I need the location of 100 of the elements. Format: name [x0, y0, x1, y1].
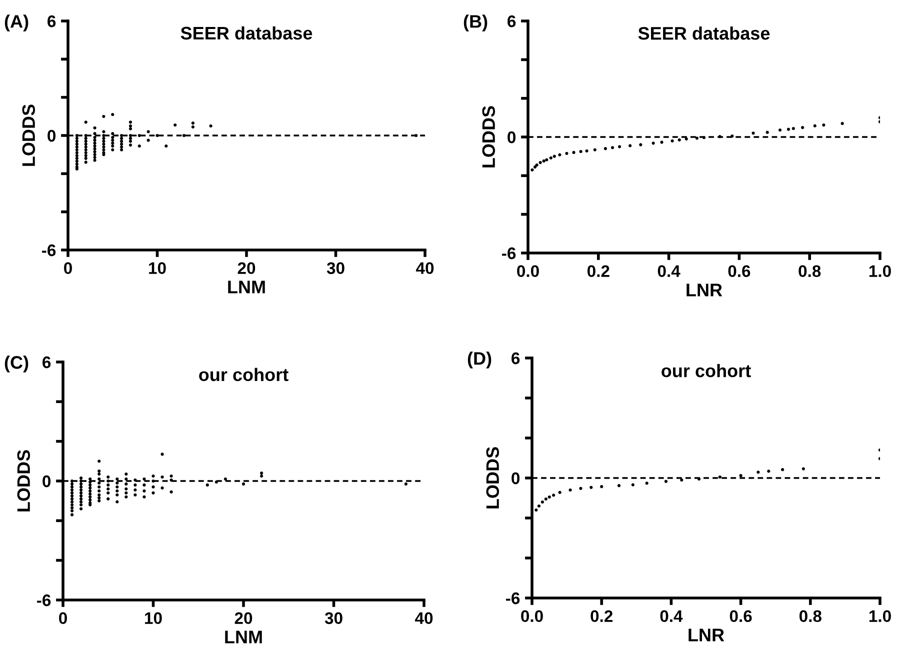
point: [538, 160, 542, 164]
point: [702, 136, 706, 140]
x-axis-title: LNR: [686, 284, 722, 296]
y-tick-label: -6: [37, 594, 51, 606]
point: [549, 156, 552, 160]
y-tick-label: 0: [512, 472, 520, 484]
point: [565, 152, 568, 155]
point: [767, 470, 770, 473]
chart-title: our cohort: [199, 368, 288, 382]
point: [652, 142, 655, 145]
y-axis-title: LODDS: [17, 450, 30, 512]
point: [718, 135, 722, 138]
y-axis-title: LODDS: [22, 104, 36, 166]
point: [822, 123, 826, 127]
point: [585, 149, 588, 152]
y-tick-label: 6: [508, 15, 516, 28]
text: (B): [464, 14, 488, 32]
point: [752, 132, 755, 135]
point: [600, 485, 604, 488]
point: [579, 486, 582, 490]
x-axis-title: LNM: [225, 630, 262, 644]
point: [579, 150, 582, 154]
point: [718, 475, 722, 479]
point: [590, 486, 593, 489]
point: [802, 467, 805, 470]
y-axis-title: LODDS: [486, 447, 500, 508]
y-axis-title: LODDS: [482, 106, 496, 168]
point: [664, 480, 668, 483]
y-tick-label: 0: [42, 475, 51, 488]
point: [535, 163, 538, 167]
point: [533, 165, 537, 169]
y-tick-label: 0: [508, 131, 516, 144]
point: [680, 478, 684, 482]
x-tick-label: 0.2: [590, 610, 613, 622]
point: [542, 159, 546, 163]
x-tick-label: 40: [416, 262, 434, 274]
point: [684, 137, 688, 140]
point: [766, 130, 769, 134]
point: [558, 490, 562, 494]
x-tick-label: 0.6: [728, 265, 750, 278]
point: [678, 138, 681, 142]
x-tick-label: 10: [149, 262, 166, 274]
x-tick-label: 20: [234, 612, 252, 624]
y-tick-label: -6: [506, 592, 520, 604]
x-tick-label: 1.0: [869, 265, 891, 278]
x-tick-label: 30: [324, 612, 342, 624]
point: [545, 158, 548, 162]
x-tick-label: 0: [64, 262, 72, 274]
point: [618, 145, 622, 148]
y-tick-label: 6: [48, 15, 56, 28]
point: [593, 148, 596, 152]
point: [840, 122, 844, 126]
x-axis-title: LNM: [228, 280, 265, 294]
x-tick-label: 0.0: [521, 610, 543, 622]
point: [660, 140, 664, 144]
point: [617, 484, 621, 488]
y-tick-label: 0: [48, 130, 56, 142]
chart-title: SEER database: [180, 26, 312, 40]
point: [552, 494, 556, 497]
x-tick-label: 40: [414, 612, 433, 624]
point: [697, 477, 701, 481]
x-tick-label: 10: [145, 612, 162, 624]
y-tick-label: 6: [42, 356, 51, 368]
x-tick-label: 0.4: [660, 610, 683, 622]
x-tick-label: 20: [238, 262, 256, 274]
chart-title: SEER database: [638, 26, 770, 40]
point: [639, 143, 642, 146]
point: [801, 126, 804, 130]
point: [631, 483, 634, 486]
point: [628, 144, 632, 148]
x-tick-label: 0.4: [658, 265, 680, 278]
point: [813, 124, 816, 128]
x-axis-title: LNR: [688, 628, 724, 642]
point: [540, 500, 544, 504]
point: [739, 474, 742, 478]
point: [756, 470, 760, 474]
point: [544, 497, 548, 501]
point: [534, 508, 538, 512]
text: (D): [468, 352, 492, 368]
point: [530, 168, 534, 172]
point: [786, 128, 790, 131]
x-tick-label: 0.8: [798, 265, 821, 278]
point: [670, 139, 674, 142]
point: [695, 136, 699, 140]
x-tick-label: 0.0: [517, 265, 539, 278]
point: [781, 468, 784, 472]
point: [552, 154, 556, 158]
point: [568, 488, 572, 492]
point: [730, 134, 734, 138]
y-tick-label: -6: [42, 244, 56, 256]
point: [645, 482, 648, 485]
text: (A): [4, 14, 28, 32]
chart-title: our cohort: [662, 364, 751, 378]
point: [537, 504, 541, 508]
y-tick-label: -6: [502, 247, 516, 260]
point: [792, 126, 795, 130]
point: [610, 146, 614, 150]
x-tick-label: 30: [326, 262, 344, 274]
x-tick-label: 1.0: [869, 610, 891, 622]
x-tick-label: 0: [59, 612, 67, 624]
